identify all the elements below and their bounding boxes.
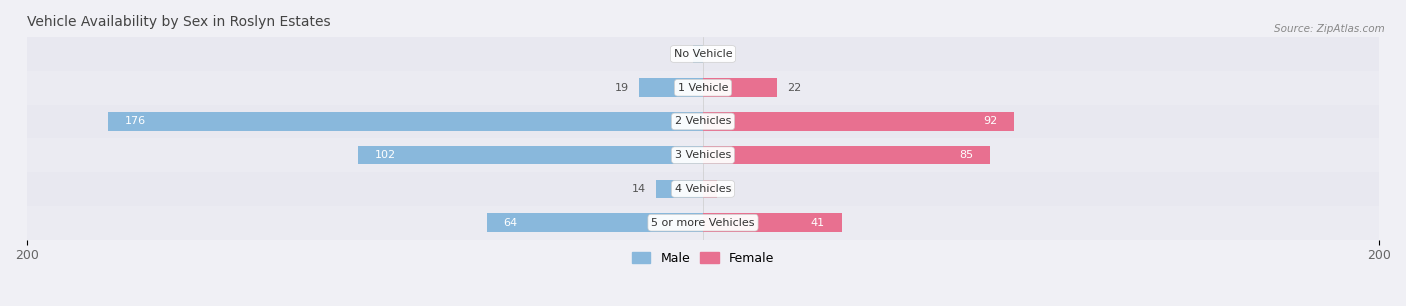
Bar bbox=[638, 78, 703, 97]
Text: 14: 14 bbox=[631, 184, 645, 194]
Text: 5 or more Vehicles: 5 or more Vehicles bbox=[651, 218, 755, 228]
Bar bbox=[27, 138, 1379, 172]
Bar bbox=[27, 37, 1379, 71]
Text: 1 Vehicle: 1 Vehicle bbox=[678, 83, 728, 93]
Bar bbox=[703, 146, 990, 164]
Text: 64: 64 bbox=[503, 218, 517, 228]
Bar bbox=[703, 78, 778, 97]
Text: 0: 0 bbox=[713, 49, 720, 59]
Text: 41: 41 bbox=[811, 218, 825, 228]
Legend: Male, Female: Male, Female bbox=[627, 247, 779, 270]
Text: Source: ZipAtlas.com: Source: ZipAtlas.com bbox=[1274, 24, 1385, 35]
Text: 4 Vehicles: 4 Vehicles bbox=[675, 184, 731, 194]
Text: 22: 22 bbox=[787, 83, 801, 93]
Text: 85: 85 bbox=[959, 150, 973, 160]
Bar bbox=[27, 71, 1379, 105]
Bar bbox=[27, 172, 1379, 206]
Text: 102: 102 bbox=[375, 150, 396, 160]
Text: 19: 19 bbox=[614, 83, 628, 93]
Bar bbox=[703, 112, 1014, 131]
Bar bbox=[359, 146, 703, 164]
Bar bbox=[27, 105, 1379, 138]
Text: 2 Vehicles: 2 Vehicles bbox=[675, 117, 731, 126]
Text: 3 Vehicles: 3 Vehicles bbox=[675, 150, 731, 160]
Bar bbox=[655, 180, 703, 198]
Bar bbox=[703, 213, 842, 232]
Bar bbox=[693, 45, 703, 63]
Text: 176: 176 bbox=[125, 117, 146, 126]
Bar bbox=[27, 206, 1379, 240]
Text: 3: 3 bbox=[676, 49, 683, 59]
Text: No Vehicle: No Vehicle bbox=[673, 49, 733, 59]
Bar bbox=[703, 180, 717, 198]
Text: 4: 4 bbox=[727, 184, 734, 194]
Text: 92: 92 bbox=[983, 117, 997, 126]
Bar bbox=[486, 213, 703, 232]
Bar bbox=[108, 112, 703, 131]
Text: Vehicle Availability by Sex in Roslyn Estates: Vehicle Availability by Sex in Roslyn Es… bbox=[27, 15, 330, 29]
